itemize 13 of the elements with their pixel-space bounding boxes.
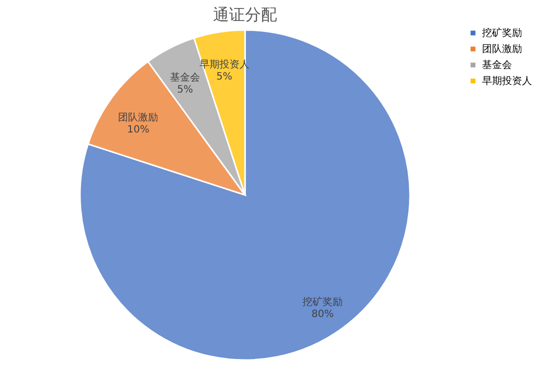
- pie-slice: [80, 29, 411, 361]
- slice-label: 基金会: [170, 71, 200, 84]
- chart-title: 通证分配: [213, 5, 277, 24]
- data-label: 10%: [127, 124, 150, 136]
- legend-label: 基金会: [482, 59, 512, 71]
- data-label: 5%: [177, 84, 194, 96]
- slice-label: 团队激励: [118, 111, 158, 124]
- data-label: 80%: [311, 308, 334, 320]
- legend-label: 早期投资人: [482, 75, 532, 87]
- slice-label: 挖矿奖励: [302, 296, 343, 308]
- data-label: 5%: [216, 72, 232, 83]
- legend-label: 挖矿奖励: [482, 27, 522, 39]
- legend-label: 团队激励: [482, 43, 522, 55]
